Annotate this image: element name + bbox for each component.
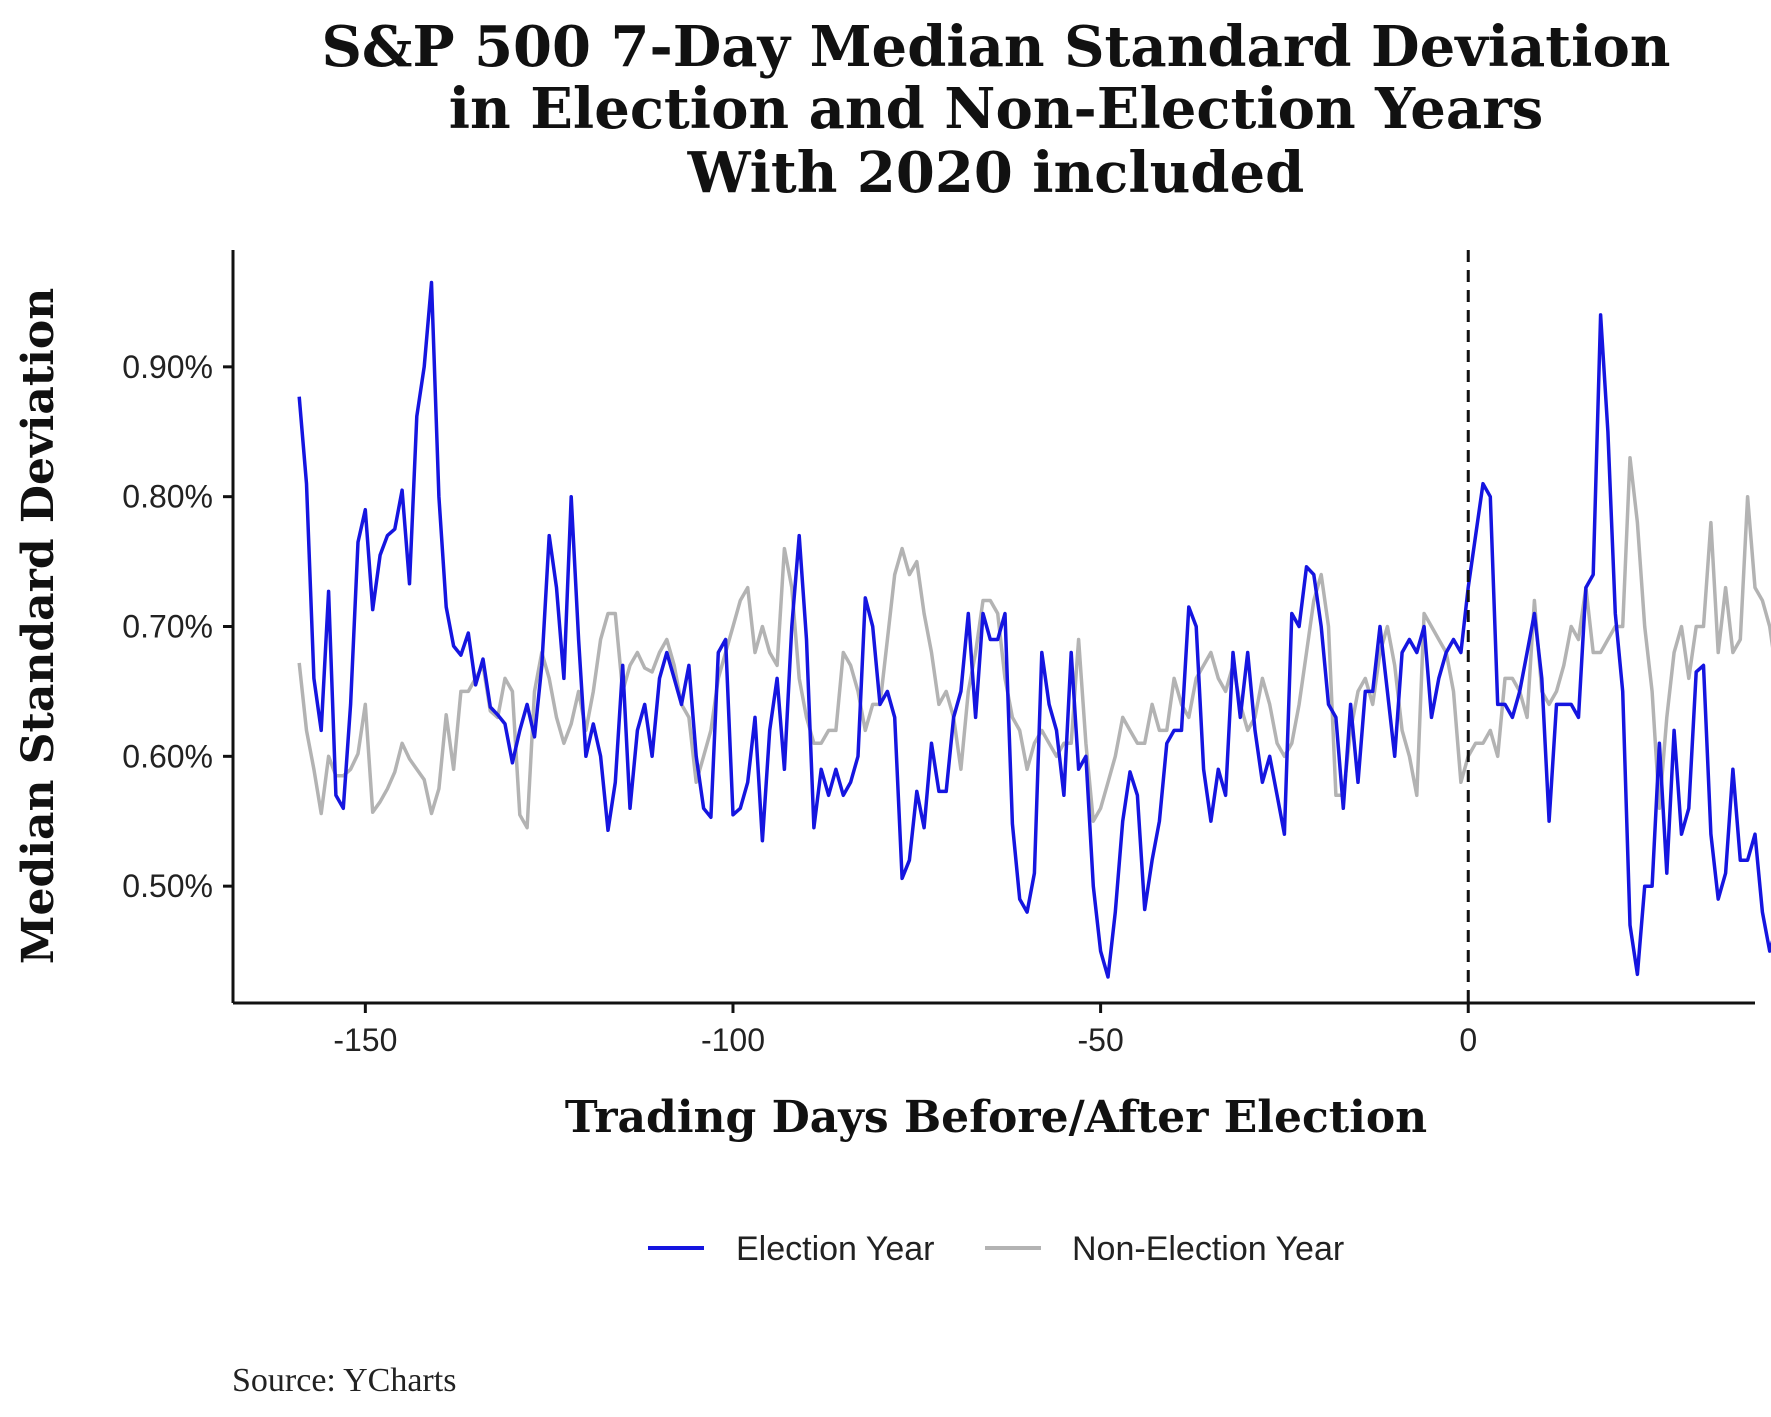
y-tick-label: 0.90% bbox=[122, 349, 213, 385]
series-line-non-election-year bbox=[297, 455, 1771, 830]
x-axis-title: Trading Days Before/After Election bbox=[565, 1092, 1427, 1143]
x-axis-ticks: -150 -100 -50 0 bbox=[333, 1003, 1477, 1058]
series-line-election-year bbox=[297, 280, 1771, 979]
x-tick-label: -150 bbox=[333, 1022, 397, 1058]
chart-title-line-1: S&P 500 7-Day Median Standard Deviation bbox=[321, 14, 1670, 80]
source-note: Source: YCharts bbox=[232, 1362, 456, 1399]
plot-area: -150 -100 -50 0 0.50% 0.60% 0.70% 0.80% 0.90% bbox=[122, 250, 1771, 1058]
y-tick-label: 0.70% bbox=[122, 609, 213, 645]
legend: Election Year Non-Election Year bbox=[648, 1230, 1344, 1268]
y-axis-title: Median Standard Deviation bbox=[13, 288, 64, 964]
chart-title-line-2: in Election and Non-Election Years bbox=[449, 76, 1543, 142]
chart-title-line-3: With 2020 included bbox=[687, 140, 1305, 206]
legend-label-non-election-year: Non-Election Year bbox=[1072, 1230, 1344, 1268]
y-tick-label: 0.80% bbox=[122, 479, 213, 515]
series-layer bbox=[297, 280, 1771, 979]
y-tick-label: 0.50% bbox=[122, 868, 213, 904]
legend-label-election-year: Election Year bbox=[736, 1230, 935, 1268]
y-axis-ticks: 0.50% 0.60% 0.70% 0.80% 0.90% bbox=[122, 349, 233, 904]
x-tick-label: -100 bbox=[701, 1022, 765, 1058]
y-tick-label: 0.60% bbox=[122, 738, 213, 774]
x-tick-label: 0 bbox=[1459, 1022, 1477, 1058]
x-tick-label: -50 bbox=[1077, 1022, 1123, 1058]
